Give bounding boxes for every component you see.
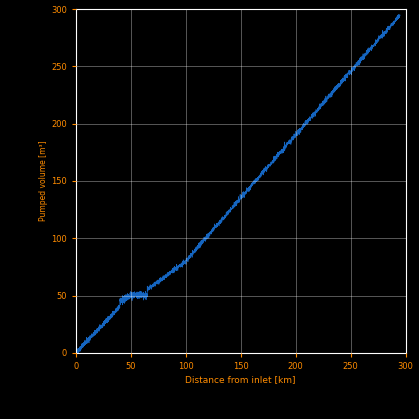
Y-axis label: Pumped volume [m³]: Pumped volume [m³]: [39, 141, 48, 221]
X-axis label: Distance from inlet [km]: Distance from inlet [km]: [185, 375, 296, 384]
